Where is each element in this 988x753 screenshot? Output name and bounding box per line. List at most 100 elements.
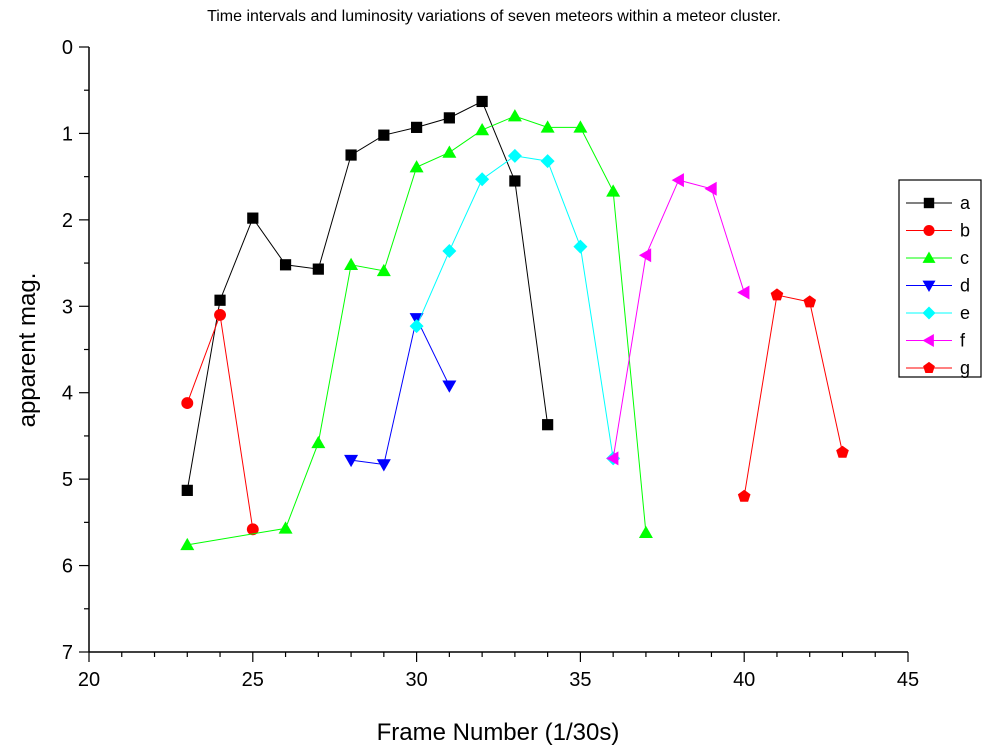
x-tick-label: 30 xyxy=(405,669,427,691)
marker-triangle-left xyxy=(671,173,684,188)
marker-triangle-up xyxy=(475,122,490,136)
marker-triangle-up xyxy=(507,109,522,122)
marker-diamond xyxy=(507,148,522,163)
marker-square xyxy=(542,419,554,431)
series-e xyxy=(409,148,621,466)
marker-triangle-left xyxy=(704,181,717,196)
marker-triangle-down xyxy=(442,380,457,393)
legend-label: b xyxy=(960,221,970,241)
y-tick-label: 4 xyxy=(62,383,73,405)
y-tick-label: 6 xyxy=(62,556,73,578)
marker-triangle-up xyxy=(922,251,936,263)
marker-diamond xyxy=(540,154,555,169)
series-line-a xyxy=(186,100,549,491)
marker-diamond xyxy=(922,306,936,320)
x-tick-label: 45 xyxy=(897,669,919,691)
y-tick-label: 7 xyxy=(62,642,73,664)
legend-item-g: g xyxy=(906,358,970,378)
x-tick-label: 20 xyxy=(78,669,100,691)
legend-label: e xyxy=(960,303,970,323)
marker-square xyxy=(443,112,455,124)
series-line-f xyxy=(612,179,745,459)
legend-label: c xyxy=(960,248,969,268)
y-tick-label: 0 xyxy=(62,37,73,59)
y-tick-label: 3 xyxy=(62,296,73,318)
x-tick-label: 25 xyxy=(242,669,264,691)
marker-square xyxy=(181,484,193,496)
marker-triangle-down xyxy=(922,280,936,292)
marker-diamond xyxy=(442,243,457,258)
marker-triangle-left xyxy=(606,451,619,466)
marker-square xyxy=(312,263,324,275)
legend-item-c: c xyxy=(906,248,969,268)
marker-pentagon xyxy=(803,295,817,308)
marker-circle xyxy=(214,308,226,321)
marker-square xyxy=(411,121,423,133)
series-line-d xyxy=(351,316,450,466)
marker-pentagon xyxy=(923,361,935,373)
marker-triangle-up xyxy=(376,263,391,277)
series-a xyxy=(181,95,554,496)
marker-triangle-up xyxy=(180,537,195,551)
x-tick-label: 40 xyxy=(733,669,755,691)
legend-label: g xyxy=(960,358,970,378)
marker-square xyxy=(923,197,935,209)
marker-diamond xyxy=(475,172,490,187)
x-axis-label: Frame Number (1/30s) xyxy=(377,719,620,746)
series-layer xyxy=(180,95,849,551)
legend-label: f xyxy=(960,331,966,351)
marker-triangle-up xyxy=(606,184,621,197)
marker-triangle-down xyxy=(344,454,359,468)
marker-triangle-up xyxy=(344,257,359,271)
series-d xyxy=(344,313,457,472)
marker-triangle-up xyxy=(409,160,424,173)
marker-circle xyxy=(246,523,259,536)
chart-title: Time intervals and luminosity variations… xyxy=(207,8,781,25)
series-line-b xyxy=(186,312,254,530)
series-g xyxy=(737,288,849,502)
y-tick-label: 1 xyxy=(62,123,73,145)
marker-triangle-left xyxy=(922,334,934,347)
marker-circle xyxy=(923,224,935,237)
marker-triangle-up xyxy=(311,435,326,449)
marker-triangle-up xyxy=(442,145,457,158)
marker-square xyxy=(476,95,488,108)
marker-square xyxy=(214,294,226,306)
y-axis-label: apparent mag. xyxy=(14,273,41,428)
legend-box xyxy=(898,179,982,378)
marker-triangle-left xyxy=(737,285,750,300)
marker-pentagon xyxy=(770,288,784,301)
series-line-g xyxy=(743,294,843,497)
legend-item-e: e xyxy=(906,303,970,323)
marker-square xyxy=(247,212,259,224)
series-c xyxy=(180,109,653,551)
marker-triangle-down xyxy=(376,459,391,472)
marker-triangle-up xyxy=(573,120,588,133)
legend-label: d xyxy=(960,276,970,296)
legend-item-f: f xyxy=(906,331,966,351)
marker-triangle-left xyxy=(638,248,652,263)
series-line-e xyxy=(416,155,614,459)
marker-square xyxy=(378,129,390,141)
marker-pentagon xyxy=(836,445,849,458)
legend-label: a xyxy=(960,193,971,213)
marker-square xyxy=(509,175,521,187)
marker-triangle-up xyxy=(638,525,653,538)
marker-triangle-up xyxy=(278,521,293,534)
marker-square xyxy=(345,149,357,161)
x-tick-label: 35 xyxy=(569,669,591,691)
series-f xyxy=(606,173,750,466)
series-b xyxy=(181,308,259,536)
marker-circle xyxy=(181,397,194,410)
legend-item-a: a xyxy=(906,193,971,213)
marker-diamond xyxy=(409,319,424,334)
legend-item-d: d xyxy=(906,276,970,296)
marker-triangle-up xyxy=(540,120,555,133)
marker-square xyxy=(279,259,292,271)
y-tick-label: 5 xyxy=(62,469,73,491)
legend-item-b: b xyxy=(906,221,970,241)
y-tick-label: 2 xyxy=(62,210,73,232)
